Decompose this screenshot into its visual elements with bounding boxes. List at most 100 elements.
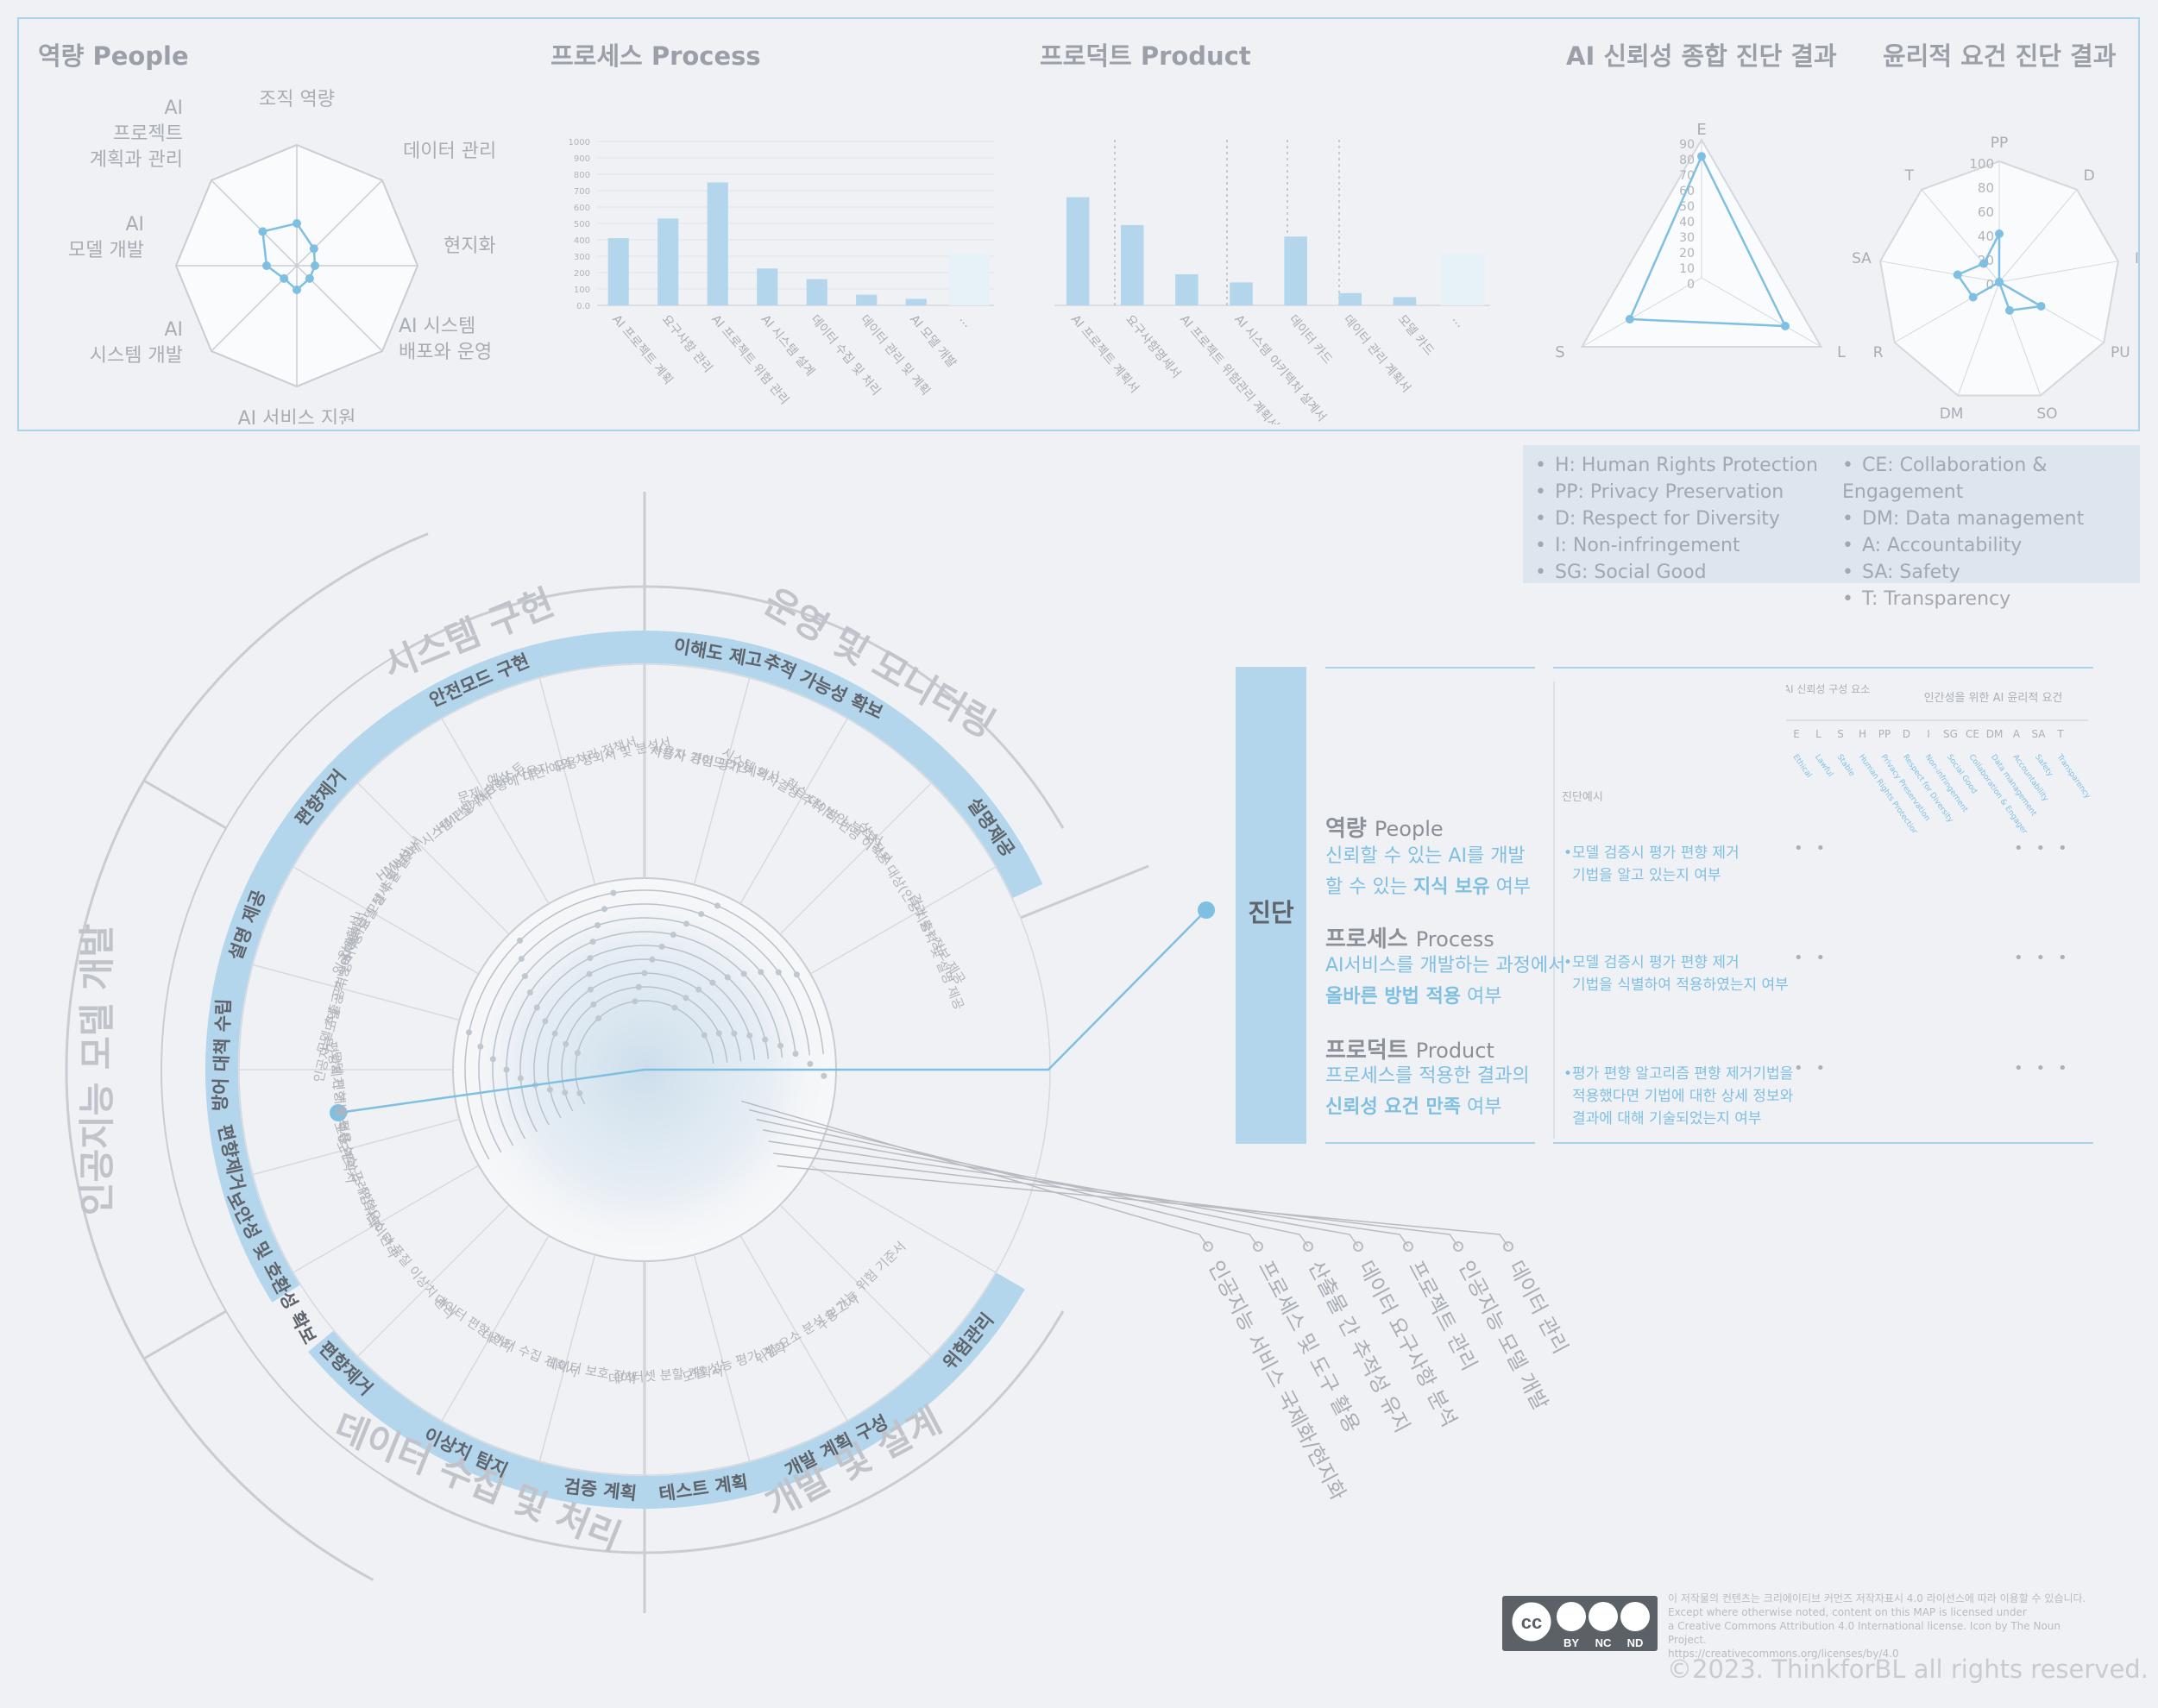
- hub-dot: [589, 939, 596, 945]
- hub-dot: [758, 969, 764, 976]
- radar-axis-label: D: [2084, 167, 2095, 185]
- radar-point: [293, 219, 301, 228]
- divider: [1325, 667, 1535, 669]
- spoke: [739, 718, 848, 905]
- bar: [856, 294, 878, 305]
- tick-label: 40: [1679, 216, 1695, 229]
- hub-track: [575, 1000, 714, 1105]
- legend-item: DM: Data management: [1842, 505, 2140, 532]
- hub-dot: [551, 1030, 558, 1037]
- tick-label: 20: [1679, 247, 1695, 261]
- people-title: 역량 People: [38, 41, 189, 71]
- diagnosis-mark: •: [1794, 1059, 1803, 1077]
- hub-dot: [641, 970, 648, 976]
- diagnosis-label: 진단: [1248, 898, 1294, 927]
- bar: [707, 182, 728, 305]
- radar-point: [1953, 270, 1962, 279]
- artifact-label: 결과 출력 및 설명 제공: [906, 891, 966, 1012]
- category-label: 모델 카드: [1395, 312, 1437, 358]
- spoke: [693, 677, 751, 885]
- hub-dot: [586, 970, 593, 977]
- legend: H: Human Rights Protection PP: Privacy P…: [1523, 445, 2140, 610]
- bar-fade: [1441, 254, 1485, 305]
- category-label: 데이터 카드: [1286, 312, 1335, 367]
- radar-axis-label: AI 시스템 개발: [90, 319, 183, 367]
- radar-point: [2004, 305, 2014, 315]
- legend-left: H: Human Rights Protection PP: Privacy P…: [1535, 452, 1818, 586]
- hub-dot: [477, 1043, 484, 1050]
- radar-point: [280, 273, 289, 283]
- bar: [657, 218, 679, 305]
- hub-dot: [526, 989, 533, 996]
- bar: [1121, 224, 1144, 305]
- hub-dot: [595, 922, 601, 929]
- column-name: Ethical: [1791, 753, 1814, 780]
- wheel-outer-ring: [65, 532, 429, 1581]
- diag-row-title: 프로세스 Process: [1325, 926, 1494, 952]
- bar: [757, 268, 778, 305]
- column-code: S: [1837, 728, 1844, 740]
- tick-label: 10: [1679, 262, 1695, 276]
- diag-row-title: 역량 People: [1325, 816, 1444, 842]
- svg-text:NC: NC: [1595, 1636, 1612, 1649]
- diagnosis-mark: •: [2014, 1059, 2023, 1077]
- column-code: E: [1793, 728, 1800, 740]
- bar: [1066, 197, 1090, 305]
- hub-dot: [610, 889, 617, 896]
- radar-point: [262, 261, 271, 270]
- diagnosis-mark: •: [1815, 949, 1826, 967]
- spoke: [441, 1234, 550, 1422]
- divider: [1553, 1142, 2093, 1144]
- diag-row-example: •평가 편향 알고리즘 편향 제거기법을 적용했다면 기법에 대한 상세 정보와 결…: [1563, 1065, 1794, 1127]
- legend-right: CE: Collaboration & Engagement DM: Data …: [1842, 452, 2140, 612]
- category-label: ...: [957, 312, 975, 330]
- legend-item: H: Human Rights Protection: [1535, 452, 1818, 479]
- radar-point: [311, 261, 319, 270]
- diagnosis-mark: •: [2058, 839, 2067, 857]
- hub-dot: [503, 1066, 510, 1073]
- hub-dot: [521, 973, 528, 980]
- radar-axis-label: AI 모델 개발: [68, 214, 144, 261]
- radar-axis: [1957, 281, 2000, 396]
- category-label: AI 시스템 아키텍처 설계서: [1231, 312, 1328, 424]
- tick-label: 700: [574, 187, 590, 197]
- tick-label: 0: [1687, 278, 1695, 292]
- column-code: PP: [1878, 728, 1891, 740]
- radar-axis-label: E: [1696, 121, 1706, 139]
- bar: [806, 279, 827, 305]
- spoke: [739, 1234, 848, 1422]
- hub-dot: [731, 1030, 738, 1037]
- branch-node: [1303, 1241, 1313, 1252]
- hub-dot: [762, 1036, 769, 1043]
- tick-label: 0: [1985, 277, 1994, 292]
- tick-label: 80: [1679, 154, 1695, 167]
- wheel-mid-ring: [402, 585, 1065, 829]
- spoke: [693, 1254, 751, 1462]
- hub-dot: [576, 1089, 583, 1096]
- radar-series: [1627, 154, 1788, 328]
- bar: [1338, 292, 1362, 305]
- radar-axis-label: I: [2135, 250, 2139, 267]
- svg-text:ND: ND: [1627, 1636, 1644, 1649]
- hub-dot: [683, 920, 690, 927]
- wheel-mid-ring: [160, 650, 404, 1480]
- radar-point: [1780, 322, 1790, 330]
- diag-row-title: 프로덕트 Product: [1325, 1038, 1494, 1064]
- radar-axis: [1998, 189, 2078, 283]
- hub-dot: [489, 1056, 496, 1063]
- bar: [607, 238, 629, 305]
- hub-dot: [740, 970, 747, 977]
- tick-label: 60: [1978, 204, 1994, 220]
- radar-axis-label: PU: [2111, 344, 2130, 361]
- bar: [1175, 273, 1199, 305]
- sector-title: 인공지능 모델 개발: [76, 924, 118, 1215]
- diagnosis-example-header: 진단예시: [1562, 791, 1603, 804]
- diag-row-desc: 프로세스를 적용한 결과의 신뢰성 요건 만족 여부: [1325, 1065, 1530, 1118]
- hub-dot: [574, 1050, 581, 1057]
- cc-icon: cc BY NC ND: [1509, 1599, 1650, 1649]
- copyright-text: ©2023. ThinkforBL all rights reserved.: [1667, 1655, 2149, 1684]
- spoke: [252, 964, 460, 1021]
- wheel-mid-ring: [387, 1310, 1065, 1554]
